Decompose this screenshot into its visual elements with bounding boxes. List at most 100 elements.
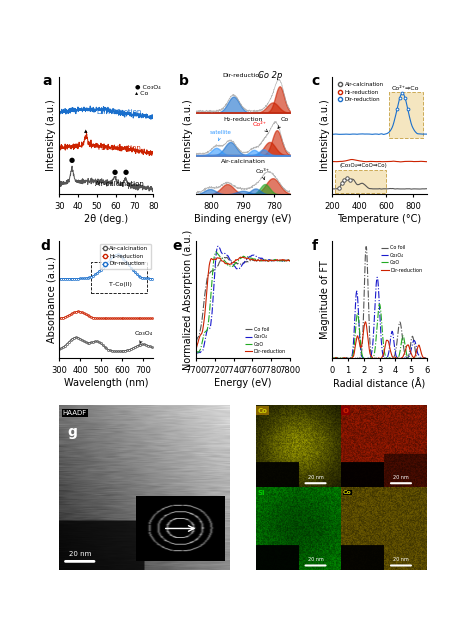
Text: Dir-reduction: Dir-reduction [97,109,142,115]
CoO [374,321,380,329]
Co foil [285,256,291,264]
Text: O: O [343,408,349,413]
Co foil [424,355,429,363]
Text: H₂-reduction: H₂-reduction [98,145,141,151]
Co foil [270,257,276,264]
CoO [407,354,413,362]
Text: Co: Co [343,490,352,495]
Co₃O₄ [422,354,428,362]
Line: Co foil: Co foil [196,257,290,342]
Y-axis label: Intensity (a.u.): Intensity (a.u.) [46,100,56,172]
Co₃O₄ [238,263,244,271]
Dir-reduction [238,253,244,261]
Line: Dir-reduction: Dir-reduction [196,257,290,349]
Co foil [287,257,293,264]
Text: Co 2p: Co 2p [258,72,282,81]
Co foil [244,257,250,265]
Co foil [238,259,244,267]
X-axis label: Binding energy (eV): Binding energy (eV) [194,214,292,224]
Text: Air-calcination: Air-calcination [95,181,145,187]
X-axis label: 2θ (deg.): 2θ (deg.) [84,214,128,224]
Text: Air-calcination: Air-calcination [220,159,265,164]
Text: ●: ● [111,169,118,175]
CoO [389,355,394,363]
Line: Co₃O₄: Co₃O₄ [332,277,427,359]
CoO [329,355,335,362]
Bar [335,170,386,193]
Dir-reduction [249,255,255,263]
Text: 20 nm: 20 nm [308,557,323,563]
CoO [195,349,201,356]
CoO [386,355,392,362]
Line: Dir-reduction: Dir-reduction [332,322,427,359]
Legend: Co foil, Co₃O₄, CoO, Dir-reduction: Co foil, Co₃O₄, CoO, Dir-reduction [379,243,424,275]
Dir-reduction [238,253,244,261]
Co₃O₄ [195,349,201,357]
Dir-reduction [422,354,428,362]
Text: 20 nm: 20 nm [308,475,323,480]
Text: ● Co₃O₄: ● Co₃O₄ [135,84,160,89]
Co foil [345,356,351,364]
Text: T⁤-Co(II): T⁤-Co(II) [109,282,132,287]
Text: satellite: satellite [210,130,232,141]
Text: d: d [40,239,50,253]
Co₃O₄ [193,349,199,356]
Co foil [374,355,380,363]
Co₃O₄ [343,355,349,363]
Text: 20 nm: 20 nm [393,557,409,563]
Legend: Air-calcination, H₂-reduction, Dir-reduction: Air-calcination, H₂-reduction, Dir-reduc… [335,79,386,104]
Text: Co: Co [278,117,289,129]
Co foil [249,257,255,264]
Co₃O₄ [285,257,291,264]
Dir-reduction [374,355,380,363]
CoO [238,254,244,262]
Dir-reduction [287,257,293,264]
Y-axis label: Magnitude of FT: Magnitude of FT [319,260,329,339]
CoO [271,257,276,264]
Co₃O₄ [374,273,380,281]
Legend: Air-calcination, H₂-reduction, Dir-reduction: Air-calcination, H₂-reduction, Dir-reduc… [100,244,151,269]
Dir-reduction [244,255,250,262]
Text: ●: ● [122,168,128,175]
CoO [239,254,245,262]
X-axis label: Energy (eV): Energy (eV) [214,378,272,388]
Text: 20 nm: 20 nm [393,475,409,480]
Line: CoO: CoO [332,304,427,359]
Text: Si: Si [257,490,265,496]
Line: Co foil: Co foil [332,246,427,360]
CoO [287,257,293,265]
Dir-reduction [329,355,335,362]
Bar [91,262,147,292]
Co₃O₄ [239,262,245,270]
Co₃O₄ [386,348,392,356]
Co foil [422,355,428,362]
Text: Co²⁺: Co²⁺ [252,122,267,132]
X-axis label: Radial distance (Å): Radial distance (Å) [333,378,426,389]
Co₃O₄ [271,257,276,264]
Text: (Co₃O₄⇒CoO⇒Co): (Co₃O₄⇒CoO⇒Co) [339,163,387,168]
Co foil [238,260,244,268]
Text: 20 nm: 20 nm [69,552,91,557]
Co₃O₄ [407,351,413,358]
Y-axis label: Intensity (a.u.): Intensity (a.u.) [183,100,193,172]
Dir-reduction [363,318,368,326]
Co foil [364,243,369,250]
Text: e: e [172,239,182,253]
CoO [244,253,250,260]
X-axis label: Temperature (°C): Temperature (°C) [337,214,421,224]
Line: Co₃O₄: Co₃O₄ [196,246,290,353]
Co foil [222,253,228,261]
Co₃O₄ [287,257,293,264]
Bar [389,92,422,138]
Co₃O₄ [244,255,250,263]
Text: Co₃O₄: Co₃O₄ [135,331,153,344]
X-axis label: Wavelength (nm): Wavelength (nm) [64,378,148,388]
CoO [424,354,429,362]
Text: Co: Co [257,408,267,413]
Text: f: f [312,239,318,253]
Co₃O₄ [375,279,381,287]
CoO [381,342,386,349]
CoO [285,256,291,264]
Text: ▴ Co: ▴ Co [135,91,148,96]
Line: CoO: CoO [196,252,290,353]
